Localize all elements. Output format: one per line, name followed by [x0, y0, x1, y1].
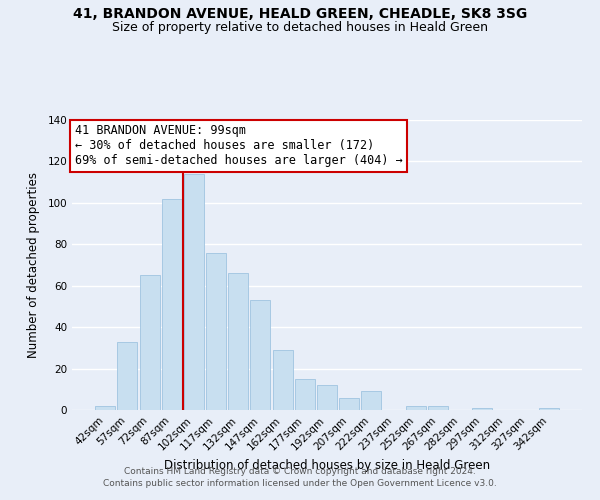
Bar — [250, 300, 271, 410]
Bar — [184, 174, 204, 410]
Text: Contains public sector information licensed under the Open Government Licence v3: Contains public sector information licen… — [103, 478, 497, 488]
Bar — [295, 379, 315, 410]
Bar — [361, 392, 382, 410]
Bar — [539, 408, 559, 410]
Bar — [95, 406, 115, 410]
Bar — [428, 406, 448, 410]
Bar — [140, 276, 160, 410]
Bar — [339, 398, 359, 410]
Bar — [118, 342, 137, 410]
Bar — [228, 274, 248, 410]
Bar — [272, 350, 293, 410]
X-axis label: Distribution of detached houses by size in Heald Green: Distribution of detached houses by size … — [164, 458, 490, 471]
Bar — [317, 385, 337, 410]
Bar — [472, 408, 492, 410]
Text: 41, BRANDON AVENUE, HEALD GREEN, CHEADLE, SK8 3SG: 41, BRANDON AVENUE, HEALD GREEN, CHEADLE… — [73, 8, 527, 22]
Y-axis label: Number of detached properties: Number of detached properties — [28, 172, 40, 358]
Text: 41 BRANDON AVENUE: 99sqm
← 30% of detached houses are smaller (172)
69% of semi-: 41 BRANDON AVENUE: 99sqm ← 30% of detach… — [74, 124, 403, 168]
Bar — [406, 406, 426, 410]
Bar — [206, 252, 226, 410]
Bar — [162, 198, 182, 410]
Text: Contains HM Land Registry data © Crown copyright and database right 2024.: Contains HM Land Registry data © Crown c… — [124, 467, 476, 476]
Text: Size of property relative to detached houses in Heald Green: Size of property relative to detached ho… — [112, 21, 488, 34]
